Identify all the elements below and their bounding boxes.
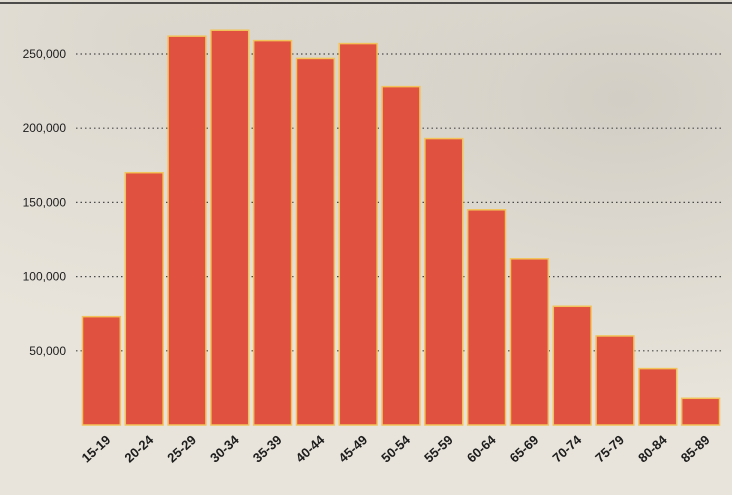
x-tick-label: 85-89: [678, 432, 713, 465]
y-tick-label: 100,000: [23, 270, 67, 284]
x-tick-label: 75-79: [592, 432, 627, 465]
x-tick-label: 35-39: [250, 432, 285, 465]
bar: [466, 209, 507, 426]
bar: [81, 315, 122, 426]
bar: [509, 258, 550, 426]
y-tick-label: 250,000: [23, 47, 67, 61]
y-axis-tick-labels: 50,000 100,000 150,000 200,000 250,000: [23, 47, 67, 358]
x-tick-label: 15-19: [79, 432, 114, 465]
bar: [595, 335, 635, 426]
x-tick-label: 20-24: [121, 432, 156, 466]
y-tick-label: 50,000: [29, 344, 66, 358]
bar: [210, 29, 250, 426]
bar: [381, 85, 421, 426]
bar: [124, 171, 164, 426]
bar: [167, 35, 207, 426]
x-tick-label: 50-54: [378, 432, 413, 466]
x-tick-label: 55-59: [421, 432, 456, 465]
x-tick-label: 25-29: [164, 432, 199, 465]
bar: [680, 397, 721, 426]
x-tick-label: 45-49: [335, 432, 370, 465]
x-tick-label: 60-64: [464, 432, 499, 466]
bar: [338, 42, 378, 426]
bar: [424, 137, 464, 426]
bar: [252, 39, 293, 426]
bar: [295, 57, 336, 426]
x-tick-label: 30-34: [207, 432, 242, 466]
bar: [552, 305, 592, 426]
x-tick-label: 40-44: [293, 432, 328, 466]
x-tick-label: 80-84: [635, 432, 670, 466]
bars: [81, 29, 721, 426]
x-axis-tick-labels: 15-19 20-24 25-29 30-34 35-39 40-44 45-49 50-54…: [79, 432, 713, 466]
y-tick-label: 200,000: [23, 121, 67, 135]
x-tick-label: 70-74: [549, 432, 584, 466]
x-tick-label: 65-69: [507, 432, 542, 465]
bar: [638, 367, 678, 426]
y-tick-label: 150,000: [23, 195, 67, 209]
